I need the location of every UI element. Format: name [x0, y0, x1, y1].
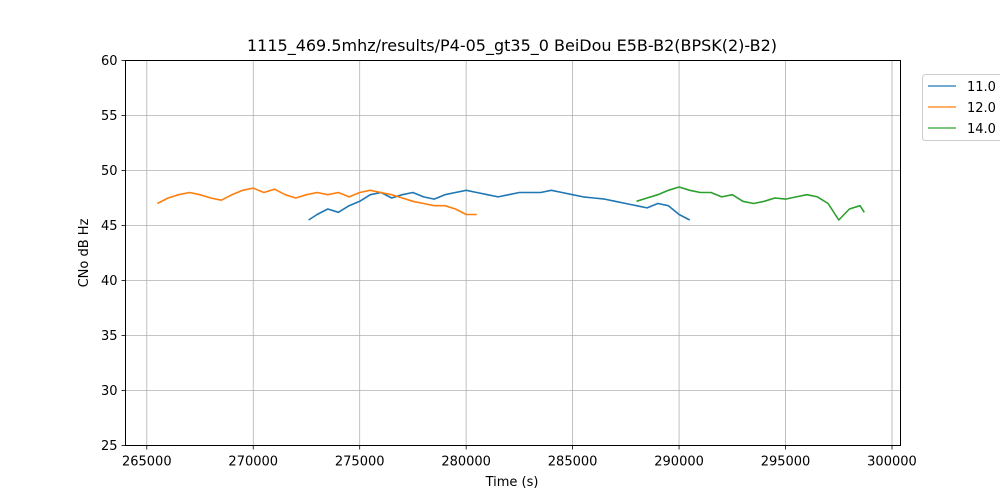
x-tick-label: 300000 — [867, 455, 917, 470]
x-axis: 265000 270000 275000 280000 285000 290000 2950… — [122, 445, 917, 470]
x-tick-label: 290000 — [654, 455, 704, 470]
legend-label: 12.0 — [967, 101, 996, 116]
y-tick-label: 35 — [101, 329, 118, 344]
x-tick-label: 285000 — [548, 455, 598, 470]
legend-label: 11.0 — [967, 80, 996, 95]
legend-label: 14.0 — [967, 122, 996, 137]
grid — [125, 60, 901, 446]
x-tick-label: 265000 — [122, 455, 172, 470]
y-axis: 25 30 35 40 45 50 55 60 — [101, 54, 126, 454]
y-tick-label: 30 — [101, 384, 118, 399]
series-layer — [157, 186, 865, 221]
y-axis-label: CNo dB Hz — [77, 218, 92, 287]
series-line-14.0 — [636, 186, 865, 221]
x-tick-label: 275000 — [335, 455, 385, 470]
legend: 11.0 12.0 14.0 — [922, 74, 1000, 141]
y-tick-label: 25 — [101, 439, 118, 454]
x-axis-label: Time (s) — [485, 475, 539, 490]
y-tick-label: 50 — [101, 164, 118, 179]
y-tick-label: 60 — [101, 54, 118, 69]
x-tick-label: 295000 — [761, 455, 811, 470]
chart-title: 1115_469.5mhz/results/P4-05_gt35_0 BeiDo… — [247, 36, 777, 56]
legend-frame — [922, 74, 1000, 141]
series-line-12.0 — [157, 187, 477, 216]
series-line-11.0 — [308, 189, 691, 221]
x-tick-label: 280000 — [441, 455, 491, 470]
y-tick-label: 40 — [101, 274, 118, 289]
x-tick-label: 270000 — [228, 455, 278, 470]
plot-frame — [125, 60, 901, 446]
y-tick-label: 45 — [101, 219, 118, 234]
y-tick-label: 55 — [101, 109, 118, 124]
